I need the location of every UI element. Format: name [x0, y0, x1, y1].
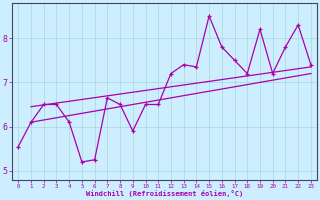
X-axis label: Windchill (Refroidissement éolien,°C): Windchill (Refroidissement éolien,°C) [86, 190, 243, 197]
